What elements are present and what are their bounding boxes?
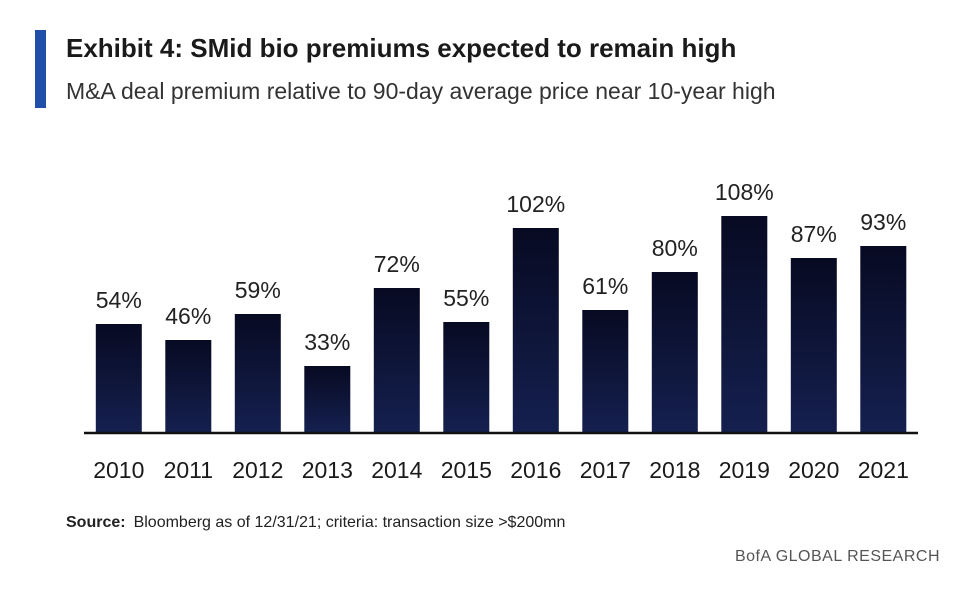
data-label-2017: 61% <box>582 273 628 299</box>
source-note: Source: Bloomberg as of 12/31/21; criteri… <box>66 514 565 532</box>
data-label-2018: 80% <box>652 235 698 261</box>
data-label-2012: 59% <box>235 277 281 303</box>
x-tick-label-2016: 2016 <box>510 457 561 483</box>
x-tick-label-2011: 2011 <box>164 457 213 483</box>
header-accent-bar <box>35 30 46 108</box>
bar-2019 <box>721 216 768 432</box>
bar-2018 <box>651 272 698 432</box>
bar-2014 <box>373 288 420 432</box>
x-tick-label-2019: 2019 <box>719 457 770 483</box>
data-label-2021: 93% <box>860 209 906 235</box>
bar-2013 <box>304 366 351 432</box>
bar-2020 <box>790 258 837 432</box>
data-label-2015: 55% <box>443 285 489 311</box>
data-label-2010: 54% <box>96 287 142 313</box>
x-tick-label-2014: 2014 <box>371 457 422 483</box>
x-tick-label-2020: 2020 <box>788 457 839 483</box>
bar-2010 <box>95 324 142 432</box>
bar-2016 <box>512 228 559 432</box>
x-tick-label-2015: 2015 <box>441 457 492 483</box>
bar-2021 <box>860 246 907 432</box>
source-label: Source: <box>66 514 126 531</box>
data-label-2019: 108% <box>715 179 774 205</box>
data-label-2016: 102% <box>506 191 565 217</box>
bar-2011 <box>165 340 212 432</box>
bar-2015 <box>443 322 490 432</box>
data-label-2011: 46% <box>165 303 211 329</box>
brand-label: BofA GLOBAL RESEARCH <box>734 548 940 565</box>
x-tick-label-2013: 2013 <box>302 457 353 483</box>
chart-subtitle: M&A deal premium relative to 90-day aver… <box>66 78 776 104</box>
bar-2017 <box>582 310 629 432</box>
data-label-2014: 72% <box>374 251 420 277</box>
x-tick-label-2010: 2010 <box>93 457 144 483</box>
chart-title: Exhibit 4: SMid bio premiums expected to… <box>66 33 737 63</box>
source-text: Bloomberg as of 12/31/21; criteria: tran… <box>133 514 566 531</box>
data-label-2013: 33% <box>304 329 350 355</box>
x-tick-label-2021: 2021 <box>858 457 909 483</box>
data-label-2020: 87% <box>791 221 837 247</box>
x-tick-label-2018: 2018 <box>649 457 700 483</box>
x-tick-label-2017: 2017 <box>580 457 631 483</box>
x-tick-label-2012: 2012 <box>232 457 283 483</box>
bar-2012 <box>234 314 281 432</box>
